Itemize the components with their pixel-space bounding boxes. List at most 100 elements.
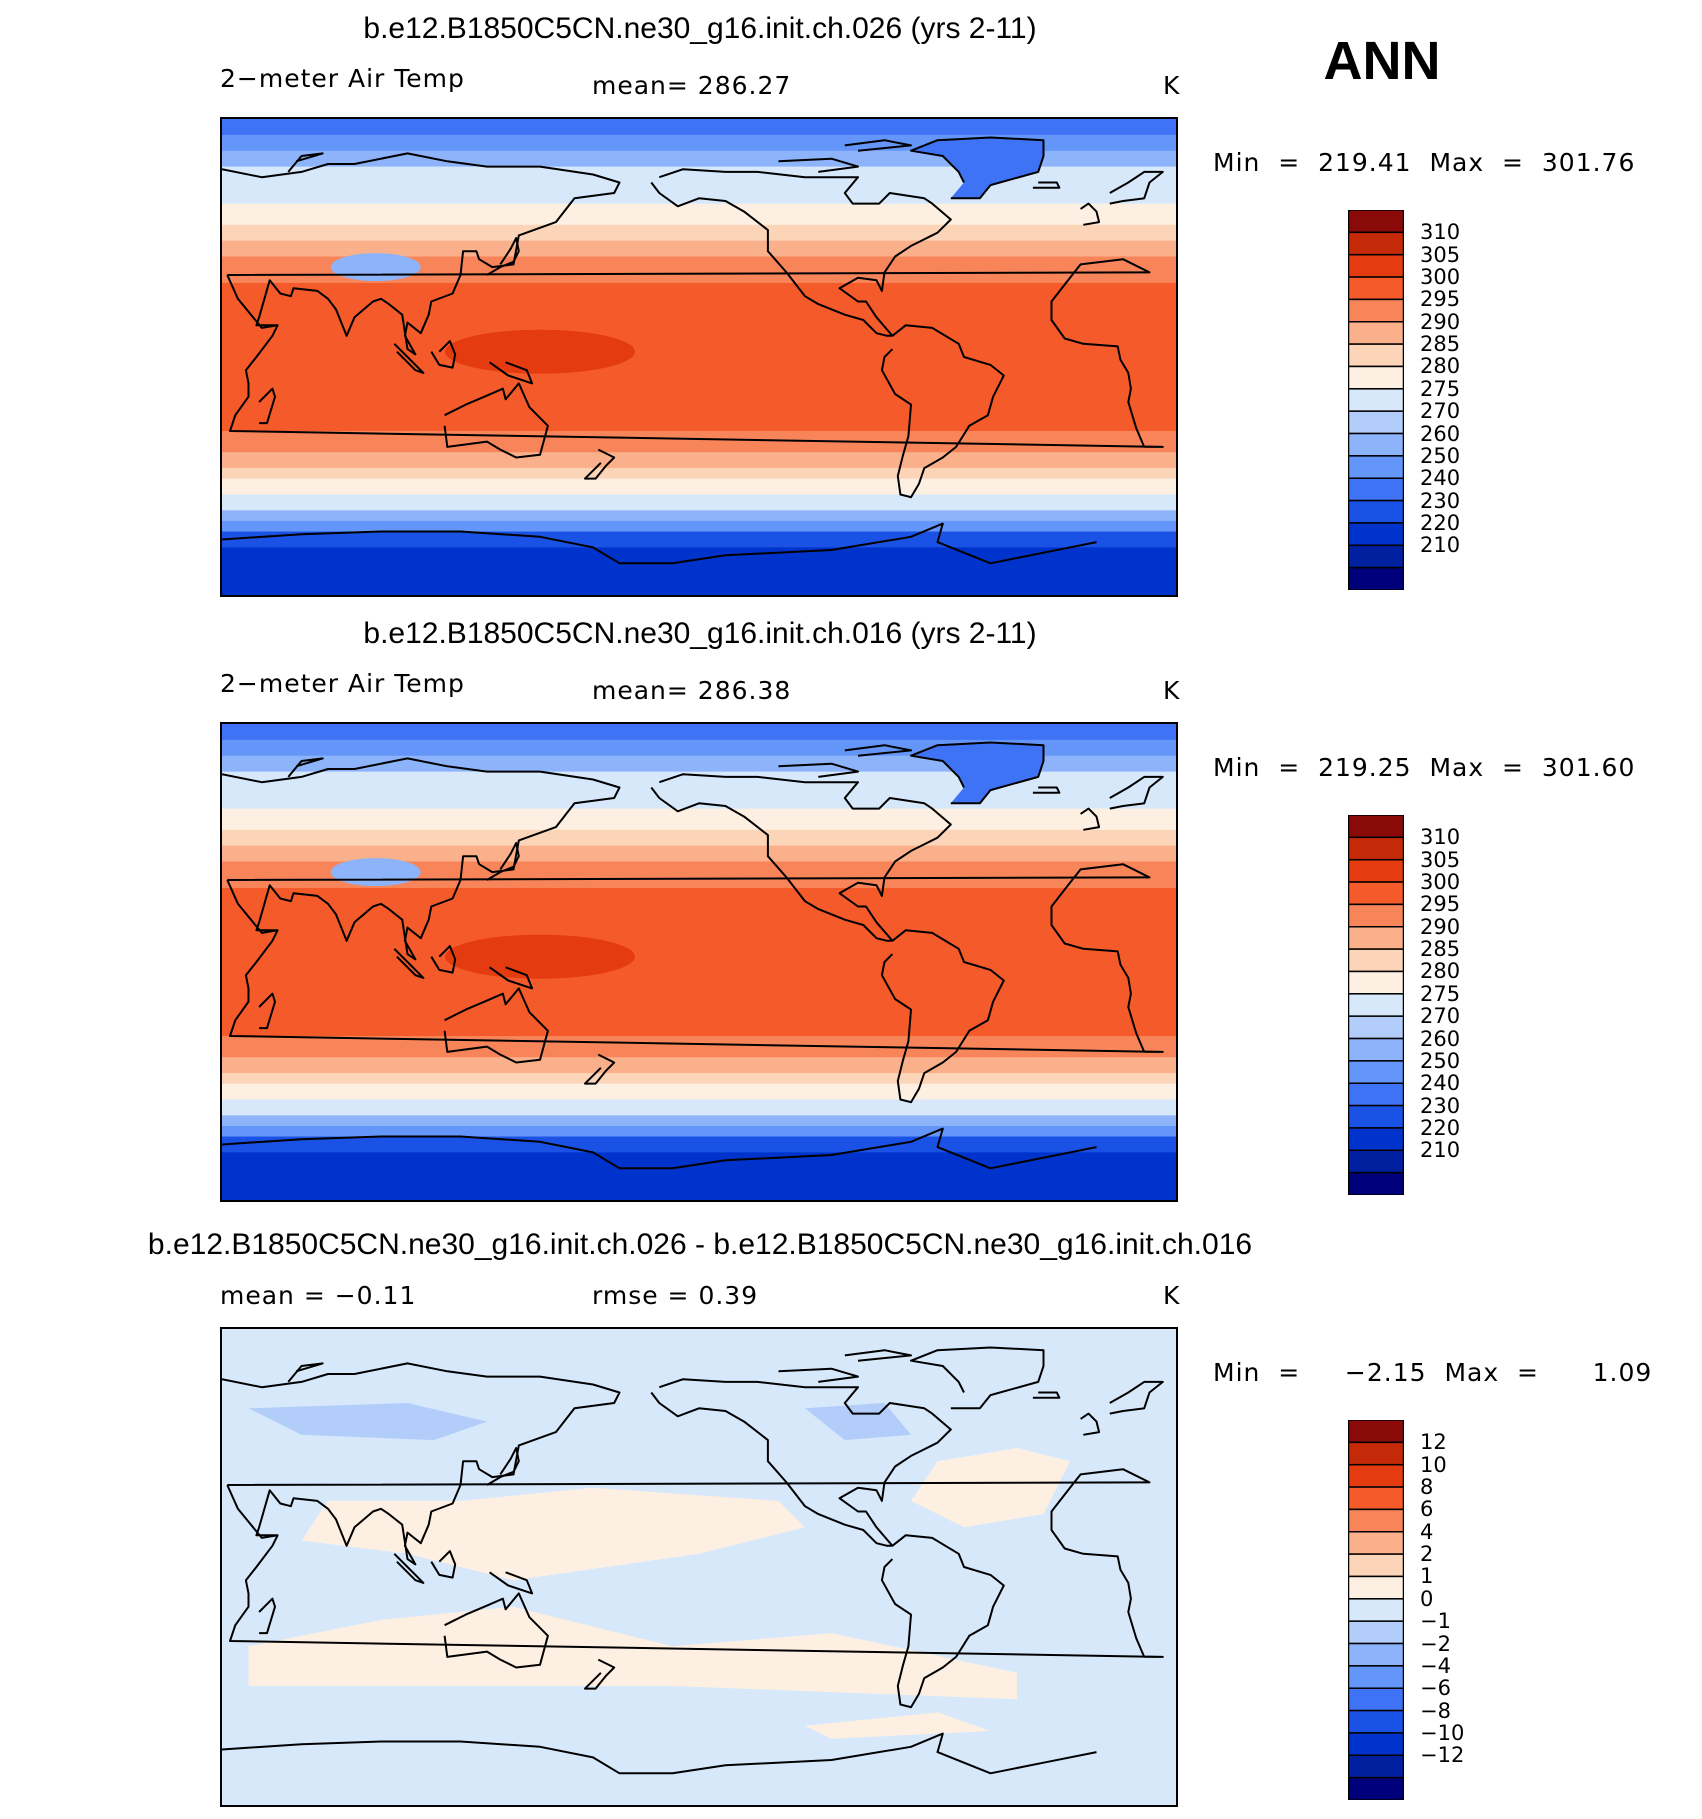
colorbar-swatch [1347,1754,1405,1779]
contour-band [222,808,1176,831]
colorbar-tick-label: 270 [1420,1004,1461,1029]
colorbar-swatch [1347,477,1405,502]
coastline [222,1732,1097,1775]
variable-label: 2−meter Air Temp [220,64,465,93]
units-label: K [1163,676,1181,705]
colorbar-tick-label: 210 [1420,533,1461,558]
contour-band [222,224,1176,242]
coastline [844,1349,912,1362]
coastline [430,945,457,974]
colorbar-tick-label: −2 [1420,1631,1451,1656]
colorbar-tick-label: 220 [1420,510,1461,535]
colorbar-swatch [1347,1709,1405,1734]
coastline [258,1597,276,1635]
colorbar-tick-label: 8 [1420,1475,1434,1500]
coastline [222,1127,1097,1170]
colorbar-tick-label: 210 [1420,1138,1461,1163]
colorbar-tick-label: 250 [1420,1048,1461,1073]
colorbar-swatch [1347,1463,1405,1488]
colorbar-swatch [1347,231,1405,256]
colorbar-swatch [1347,1104,1405,1129]
colorbar-swatch [1347,1486,1405,1511]
warm-pool-contour [445,934,635,979]
colorbar-swatch [1347,1642,1405,1667]
colorbar-tick-label: 275 [1420,981,1461,1006]
coastline [227,258,1164,448]
colorbar-tick-label: 0 [1420,1586,1434,1611]
mean-label: mean= 286.27 [592,71,792,100]
coastline [489,361,534,385]
contour-band [222,829,1176,847]
colorbar-tick-label: 310 [1420,825,1461,850]
contour-band [222,282,1176,432]
colorbar-tick-label: 290 [1420,914,1461,939]
colorbar-swatch [1347,1419,1405,1444]
min-max-label: Min = 219.41 Max = 301.76 [1213,148,1636,177]
coastline [1032,181,1061,189]
coastline [222,152,621,356]
coastline [287,152,324,173]
coastline [1032,786,1061,794]
coastline [258,387,276,425]
colorbar-swatch [1347,1531,1405,1555]
colorbar [1347,814,1405,1199]
colorbar-tick-label: 285 [1420,332,1461,357]
coastline [489,1571,534,1595]
colorbar-tick-label: 295 [1420,287,1461,312]
contour-band [222,1073,1176,1085]
units-label: K [1163,71,1181,100]
colorbar-swatch [1347,1687,1405,1712]
temperature-map [220,117,1178,597]
colorbar-tick-label: 310 [1420,220,1461,245]
contour-band [222,845,1176,863]
coastline [844,139,912,152]
colorbar-swatch [1347,970,1405,995]
map-svg [222,724,1176,1200]
contour-band [222,1329,1176,1805]
colorbar-swatch [1347,1776,1405,1801]
coastline [584,1053,616,1085]
coastline [486,1447,520,1486]
colorbar-tick-label: −6 [1420,1676,1451,1701]
plateau-contour [330,858,421,887]
contour-band [222,1036,1176,1058]
colorbar-tick-label: 275 [1420,376,1461,401]
colorbar-tick-label: 240 [1420,1071,1461,1096]
positive-difference-contour [301,1487,805,1581]
mean-label: mean= 286.38 [592,676,792,705]
colorbar-swatch [1347,948,1405,973]
coastline [778,1367,859,1383]
negative-difference-contour [248,1403,487,1441]
coastline [778,157,859,173]
colorbar-swatch [1347,993,1405,1017]
colorbar-svg [1347,1419,1405,1801]
temperature-map [220,722,1178,1202]
coastline [287,757,324,778]
coastline [486,842,520,881]
positive-difference-contour [911,1448,1070,1528]
coastline [910,1346,1045,1410]
contour-band [222,1099,1176,1116]
coastline [844,744,912,757]
positive-difference-contour [248,1606,1017,1700]
coastline [910,741,1045,805]
colorbar-tick-label: 4 [1420,1519,1434,1544]
colorbar-tick-label: 305 [1420,847,1461,872]
colorbar-tick-label: 230 [1420,488,1461,513]
coastline [489,966,534,990]
coastline [393,1553,425,1584]
colorbar-swatch [1347,365,1405,390]
coastline [227,1468,1164,1658]
coastline [650,773,952,942]
contour-band [222,887,1176,1037]
coastline [393,948,425,979]
panel-title: b.e12.B1850C5CN.ne30_g16.init.ch.026 (yr… [363,12,1037,45]
contour-band [222,724,1176,741]
colorbar-tick-label: 6 [1420,1497,1434,1522]
coastline [880,1534,1005,1709]
colorbar-tick-label: 300 [1420,870,1461,895]
negative-difference-contour [805,1403,911,1441]
coastline [650,168,952,337]
colorbar-tick-label: 280 [1420,959,1461,984]
contour-band [222,452,1176,469]
